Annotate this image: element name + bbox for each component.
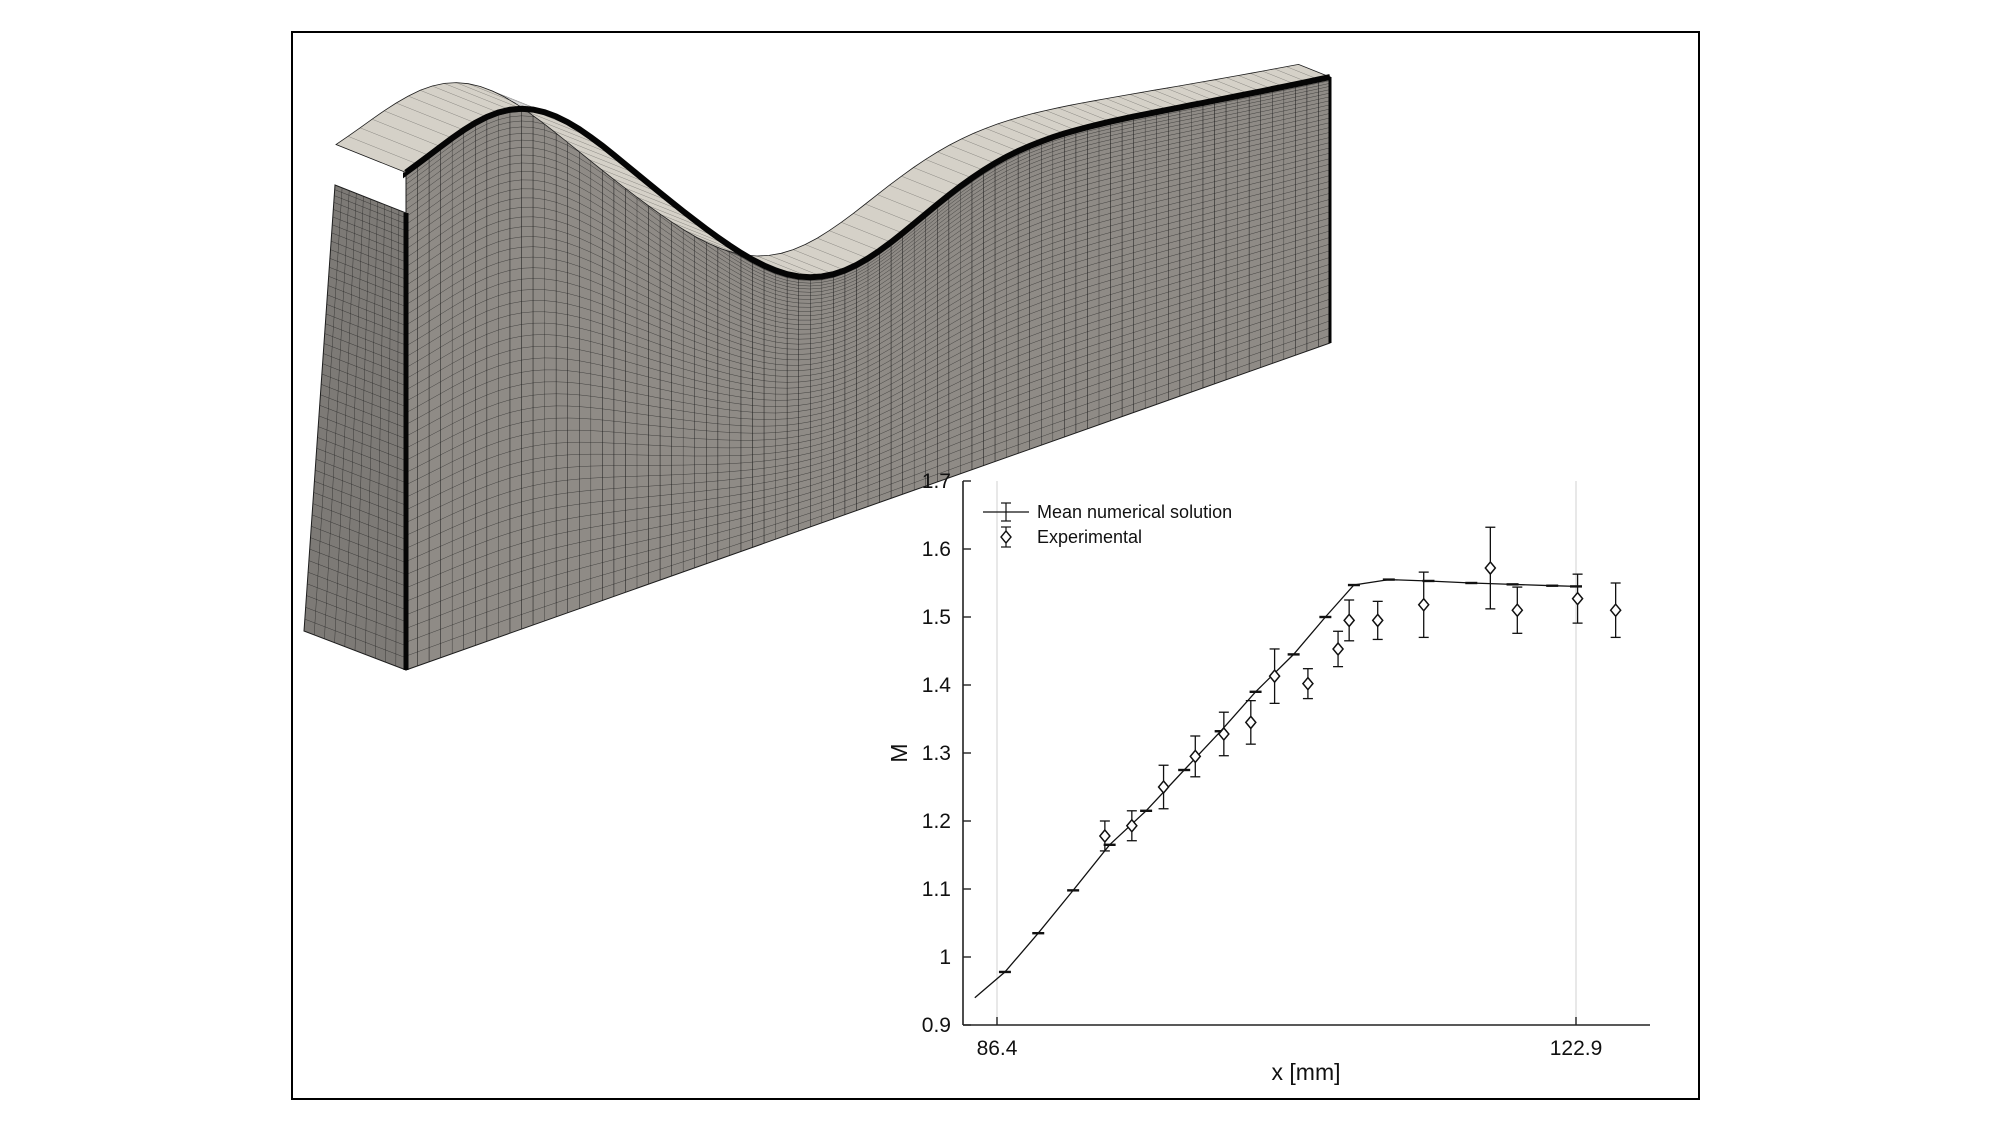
experimental-point [1609,582,1622,639]
y-tick-label: 1 [939,946,951,969]
legend-diamond-marker [1000,529,1012,545]
nozzle-mesh-render [303,63,1332,671]
x-axis-title: x [mm] [1272,1059,1341,1085]
experimental-point [1332,630,1345,668]
y-tick-label: 1.4 [922,674,952,697]
mesh-front-gridlines [406,77,1330,670]
legend: Mean numerical solution Experimental [983,502,1232,548]
y-ticks: 0.9 1 1.1 1.2 1.3 1.4 1.5 1.6 1.7 [922,470,971,1037]
y-tick-label: 1.5 [922,606,951,629]
experimental-point [1484,526,1497,610]
experimental-point [1511,586,1524,634]
experimental-diamond-marker [1189,749,1202,764]
experimental-diamond-marker [1098,828,1111,844]
mach-number-chart: 0.9 1 1.1 1.2 1.3 1.4 1.5 1.6 1.7 86.4 122.9 x [m… [886,470,1650,1085]
y-tick-label: 1.2 [922,810,951,833]
x-tick-label: 122.9 [1550,1037,1603,1060]
experimental-diamond-marker [1268,668,1281,684]
axes-layer [962,481,1650,1026]
experimental-point [1157,764,1170,810]
mesh-wall-edge [403,74,1331,281]
experimental-point [1571,573,1584,624]
experimental-diamond-marker [1484,560,1497,576]
experimental-point [1217,711,1230,757]
experimental-point [1098,820,1111,852]
y-tick-label: 1.1 [922,878,951,901]
x-ticks: 86.4 122.9 [977,1017,1603,1060]
experimental-diamond-marker [1332,641,1345,657]
experimental-diamond-marker [1571,591,1584,606]
y-tick-label: 1.7 [922,470,951,493]
y-tick-label: 1.6 [922,538,951,561]
experimental-diamond-marker [1371,613,1384,628]
experimental-point [1301,668,1314,700]
experimental-point [1371,600,1384,641]
experimental-point [1189,735,1202,778]
experimental-diamond-marker [1244,715,1257,730]
y-tick-label: 0.9 [922,1014,951,1037]
experimental-point [1268,648,1281,705]
experimental-diamond-marker [1125,818,1138,833]
experimental-diamond-marker [1157,779,1170,795]
legend-label-experimental: Experimental [1037,527,1142,547]
experimental-diamond-marker [1217,726,1230,742]
grid-layer [996,481,1577,1025]
figure-frame: 0.9 1 1.1 1.2 1.3 1.4 1.5 1.6 1.7 86.4 122.9 x [m… [291,31,1700,1100]
experimental-diamond-marker [1609,603,1622,618]
experimental-point [1125,810,1138,842]
y-axis-title: M [886,743,912,762]
experimental-diamond-marker [1301,676,1314,691]
y-tick-label: 1.3 [922,742,951,765]
experimental-point [1343,599,1356,642]
experimental-point [1244,699,1257,745]
experimental-diamond-marker [1511,603,1524,618]
experimental-diamond-marker [1343,613,1356,628]
x-tick-label: 86.4 [977,1037,1018,1060]
experimental-point [1417,571,1430,639]
legend-label-numerical: Mean numerical solution [1037,502,1232,522]
mesh-inlet-gridlines [304,187,407,667]
numerical-solution-line [974,578,1577,999]
series-layer [974,526,1622,999]
experimental-diamond-marker [1417,597,1430,612]
